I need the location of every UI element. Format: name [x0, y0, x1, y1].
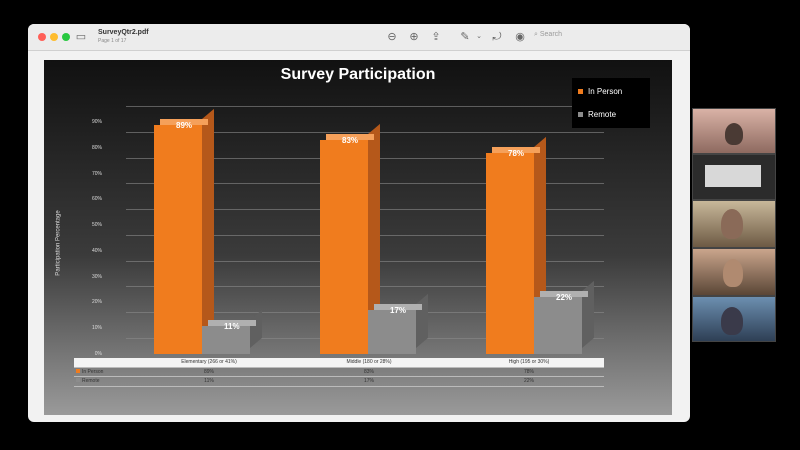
- video-tile[interactable]: [692, 154, 776, 200]
- document-title: SurveyQtr2.pdf: [98, 29, 149, 36]
- table-row: In Person 89% 83% 78%: [74, 367, 604, 377]
- bar-in-person: [320, 123, 380, 354]
- video-tile[interactable]: [692, 296, 776, 342]
- category-label: High (195 or 30%): [508, 359, 550, 365]
- category-label: Elementary (266 or 41%): [181, 359, 237, 365]
- category-label: Middle (180 or 28%): [346, 359, 392, 365]
- table-row: Remote 11% 17% 22%: [74, 376, 604, 387]
- data-label: 17%: [390, 306, 407, 316]
- search-icon: ⌕: [534, 31, 540, 38]
- y-tick-label: 30%: [91, 273, 102, 280]
- chart-slide: Survey Participation Participation Perce…: [44, 60, 672, 415]
- y-tick-label: 70%: [91, 170, 102, 177]
- data-label: 11%: [224, 321, 240, 331]
- bar-in-person: [154, 108, 214, 354]
- y-tick-label: 40%: [91, 247, 102, 254]
- rotate-icon[interactable]: ⤾: [492, 31, 502, 43]
- close-window-button[interactable]: [38, 33, 46, 41]
- table-cell: 22%: [523, 378, 534, 384]
- legend: In Person Remote: [572, 78, 650, 128]
- table-header-row: Elementary (266 or 41%) Middle (180 or 2…: [74, 358, 604, 367]
- bar-remote: [202, 309, 262, 354]
- participant-avatar: [721, 307, 743, 335]
- y-tick-label: 90%: [91, 119, 102, 125]
- data-label: 22%: [556, 293, 573, 303]
- row-label-text: Remote: [82, 378, 100, 384]
- y-tick-label: 60%: [91, 196, 102, 203]
- table-cell: 17%: [363, 378, 374, 384]
- search-placeholder: Search: [539, 31, 563, 38]
- legend-swatch-in-person: [578, 89, 583, 94]
- participant-avatar: [723, 259, 743, 287]
- table-cell: 11%: [204, 378, 214, 384]
- y-tick-label: 50%: [91, 222, 102, 229]
- titlebar: ▭ SurveyQtr2.pdf Page 1 of 17 ⊖ ⊕ ⇪ ✎ ⌄ …: [28, 24, 690, 51]
- row-label-text: In Person: [82, 369, 104, 375]
- participant-avatar: [725, 123, 743, 145]
- zoom-window-button[interactable]: [62, 33, 70, 41]
- sidebar-toggle-icon[interactable]: ▭: [75, 31, 87, 43]
- bar-remote: [534, 281, 594, 354]
- chevron-down-icon[interactable]: ⌄: [476, 33, 482, 40]
- markup-pen-icon[interactable]: ✎: [460, 31, 470, 43]
- participant-screen: [705, 165, 761, 187]
- y-tick-label: 10%: [91, 325, 102, 332]
- video-tile[interactable]: [692, 248, 776, 296]
- legend-label-remote: Remote: [588, 110, 617, 119]
- data-label: 78%: [508, 148, 525, 158]
- zoom-in-icon[interactable]: ⊕: [409, 31, 419, 43]
- table-cell: 83%: [363, 369, 374, 375]
- y-axis-title: Participation Percentage: [55, 210, 62, 276]
- bar-remote: [368, 294, 428, 354]
- data-label: 83%: [342, 136, 359, 146]
- participant-avatar: [721, 209, 743, 239]
- row-label: Remote: [76, 378, 132, 384]
- annotate-icon[interactable]: ◉: [515, 31, 525, 43]
- row-swatch: [76, 369, 80, 373]
- legend-swatch-remote: [578, 112, 583, 117]
- zoom-out-icon[interactable]: ⊖: [387, 31, 397, 43]
- share-icon[interactable]: ⇪: [431, 31, 441, 43]
- y-tick-label: 80%: [91, 144, 102, 151]
- video-tile[interactable]: [692, 108, 776, 154]
- page-indicator: Page 1 of 17: [98, 38, 127, 44]
- legend-label-in-person: In Person: [588, 87, 623, 96]
- y-tick-label: 20%: [91, 299, 102, 306]
- data-label: 89%: [176, 120, 193, 130]
- row-label: In Person: [76, 369, 132, 375]
- bar-in-person: [486, 136, 546, 354]
- y-tick-label: 0%: [94, 351, 102, 357]
- chart-title: Survey Participation: [280, 66, 436, 83]
- table-cell: 89%: [203, 369, 214, 375]
- video-tile[interactable]: [692, 200, 776, 248]
- gridline: [126, 131, 604, 133]
- table-cell: 78%: [523, 369, 534, 375]
- gridline: [126, 106, 604, 107]
- minimize-window-button[interactable]: [50, 33, 58, 41]
- row-swatch: [76, 378, 80, 382]
- pdf-viewer-window: ▭ SurveyQtr2.pdf Page 1 of 17 ⊖ ⊕ ⇪ ✎ ⌄ …: [28, 24, 690, 422]
- search-field[interactable]: ⌕ Search: [534, 31, 664, 43]
